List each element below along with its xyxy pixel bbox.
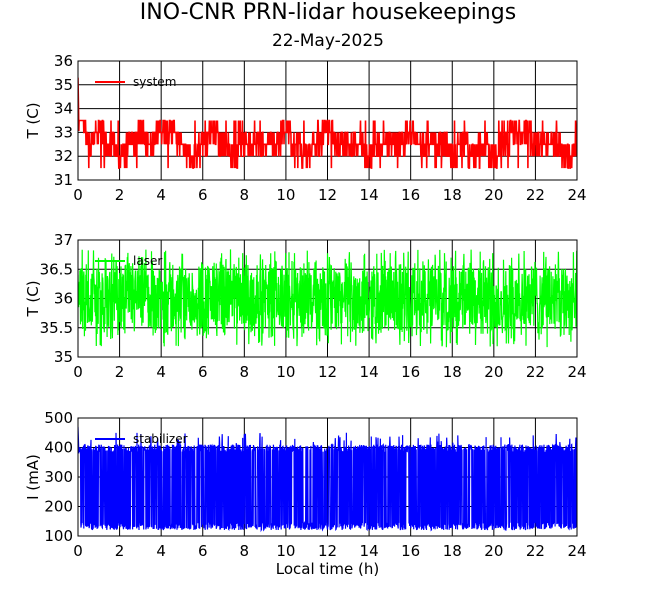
x-tick-label: 0 [73,542,83,560]
x-tick-label: 8 [240,363,250,381]
x-tick-label: 8 [240,186,250,204]
x-tick-label: 2 [115,542,125,560]
y-tick-label: 36 [54,290,73,308]
series-line-system [78,77,577,169]
x-tick-label: 20 [484,542,503,560]
x-tick-label: 6 [198,542,208,560]
x-tick-label: 8 [240,542,250,560]
series-group [78,249,577,348]
x-tick-label: 24 [567,363,586,381]
x-tick-label: 24 [567,542,586,560]
legend-label-laser: laser [133,254,162,268]
chart-subtitle: 22-May-2025 [272,31,384,51]
y-tick-label: 35 [54,348,73,366]
y-tick-label: 34 [54,100,73,118]
y-tick-label: 300 [44,468,73,486]
x-tick-label: 4 [156,186,166,204]
x-tick-label: 16 [401,186,420,204]
x-tick-label: 10 [276,542,295,560]
x-tick-label: 4 [156,542,166,560]
x-tick-label: 12 [318,363,337,381]
x-tick-label: 12 [318,542,337,560]
x-tick-label: 14 [360,186,379,204]
y-tick-label: 33 [54,123,73,141]
x-axis-label: Local time (h) [276,560,380,578]
y-axis-label: I (mA) [24,454,42,500]
legend-label-system: system [133,75,176,89]
x-tick-label: 14 [360,363,379,381]
x-tick-label: 10 [276,363,295,381]
y-tick-label: 500 [44,409,73,427]
y-tick-label: 36 [54,52,73,70]
y-tick-label: 32 [54,147,73,165]
x-tick-label: 0 [73,363,83,381]
y-axis-label: T (C) [24,280,42,317]
x-tick-label: 2 [115,186,125,204]
y-tick-label: 400 [44,439,73,457]
y-tick-label: 36.5 [40,260,73,278]
x-tick-label: 2 [115,363,125,381]
plot-frame [77,417,578,537]
x-tick-label: 12 [318,186,337,204]
legend-label-stabilizer: stabilizer [133,432,188,446]
y-tick-label: 31 [54,171,73,189]
x-tick-label: 18 [443,186,462,204]
plot-frame [77,239,578,358]
plot-frame [77,60,578,181]
y-tick-label: 200 [44,498,73,516]
x-tick-label: 16 [401,363,420,381]
x-tick-label: 4 [156,363,166,381]
y-tick-label: 35 [54,76,73,94]
series-group [78,426,577,533]
chart-title: INO-CNR PRN-lidar housekeepings [140,0,516,25]
series-line-laser [78,249,577,348]
x-tick-label: 10 [276,186,295,204]
y-axis-label: T (C) [24,102,42,139]
y-tick-label: 35.5 [40,319,73,337]
x-tick-label: 6 [198,186,208,204]
y-tick-label: 37 [54,231,73,249]
series-line-stabilizer [78,426,577,533]
x-tick-label: 18 [443,542,462,560]
x-tick-label: 16 [401,542,420,560]
x-tick-label: 20 [484,363,503,381]
y-tick-label: 100 [44,527,73,545]
series-group [78,77,577,169]
x-tick-label: 22 [526,542,545,560]
x-tick-label: 14 [360,542,379,560]
x-tick-label: 20 [484,186,503,204]
x-tick-label: 24 [567,186,586,204]
x-tick-label: 22 [526,186,545,204]
x-tick-label: 6 [198,363,208,381]
x-tick-label: 0 [73,186,83,204]
x-tick-label: 18 [443,363,462,381]
x-tick-label: 22 [526,363,545,381]
